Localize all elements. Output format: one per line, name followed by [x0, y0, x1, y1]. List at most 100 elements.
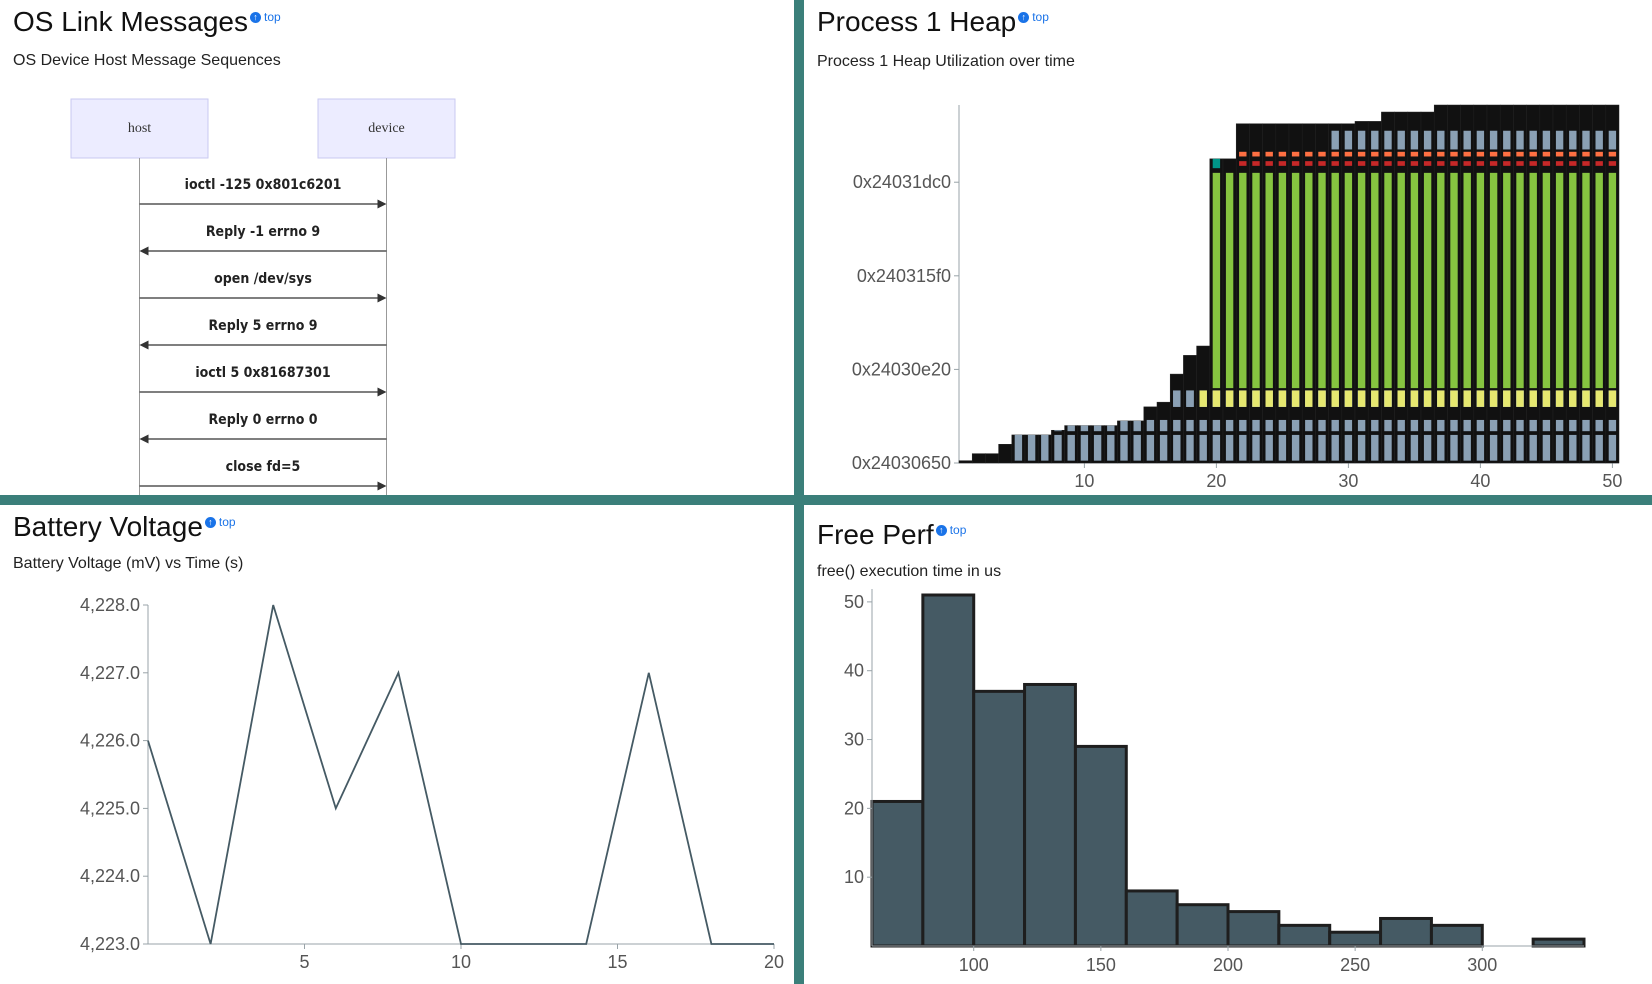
heap-block — [1305, 434, 1313, 461]
histogram-bar — [1175, 903, 1230, 948]
heap-block — [1476, 151, 1485, 157]
heap-block — [1357, 172, 1366, 389]
heap-block — [1529, 151, 1537, 157]
x-tick-label: 150 — [1086, 955, 1116, 975]
heap-block — [1225, 390, 1234, 407]
heap-block — [1225, 172, 1234, 389]
heap-block — [1159, 434, 1168, 461]
heap-block — [1318, 151, 1326, 157]
heap-block — [1371, 161, 1379, 166]
heap-block — [1212, 172, 1221, 389]
heap-block — [1278, 172, 1287, 389]
heap-block — [1608, 172, 1617, 389]
arrow-left-icon — [139, 434, 149, 444]
heap-block — [1516, 172, 1524, 389]
y-tick-label: 4,225.0 — [80, 798, 140, 818]
heap-block — [1239, 172, 1247, 389]
heap-block — [1120, 420, 1128, 432]
heap-block — [1582, 434, 1590, 461]
battery-top-link[interactable]: ↑ top — [204, 514, 236, 529]
arrow-up-icon: ↑ — [250, 12, 261, 23]
histogram-bar — [1429, 923, 1484, 948]
heap-block — [1225, 419, 1234, 432]
heap-block — [1423, 390, 1432, 407]
y-tick-label: 0x24030e20 — [852, 359, 951, 379]
actor-box-device — [317, 98, 456, 159]
heap-block — [1318, 419, 1326, 432]
heap-block — [1199, 434, 1207, 461]
heap-block — [1239, 161, 1247, 166]
arrow-up-icon: ↑ — [204, 517, 216, 528]
free-perf-top-link[interactable]: ↑ top — [935, 522, 967, 537]
heap-block — [1357, 434, 1366, 461]
x-tick-label: 5 — [299, 952, 309, 972]
heap-block — [1344, 434, 1353, 461]
heap-chart: 0x24030650 0x24030e20 0x240315f0 0x24031dc0… — [852, 104, 1622, 491]
heap-block — [1529, 130, 1537, 150]
heap-block — [1384, 390, 1392, 407]
heap-block — [1410, 434, 1419, 461]
heap-top-link[interactable]: ↑ top — [1018, 10, 1049, 24]
heap-block — [1054, 430, 1062, 432]
top-link-label: top — [264, 9, 281, 24]
heap-block — [1384, 419, 1392, 432]
heap-block — [1595, 161, 1603, 166]
heap-block — [1212, 390, 1221, 407]
heap-block — [1371, 390, 1379, 407]
heap-block — [1555, 390, 1564, 407]
heap-block — [1212, 419, 1221, 432]
heap-block — [1516, 419, 1524, 432]
heap-block — [1542, 434, 1551, 461]
x-tick-label: 20 — [1206, 471, 1226, 491]
heap-block — [1252, 161, 1260, 166]
heap-block — [1423, 434, 1432, 461]
heap-block — [1054, 434, 1062, 461]
heap-block — [1252, 419, 1260, 432]
top-link-label: top — [949, 522, 967, 537]
heap-block — [1516, 434, 1524, 461]
heap-block — [1371, 434, 1379, 461]
os-link-top-link[interactable]: ↑ top — [250, 10, 281, 24]
heap-block — [1582, 151, 1590, 157]
heap-block — [1476, 130, 1485, 150]
heap-block — [1489, 172, 1498, 389]
arrow-right-icon — [377, 199, 387, 209]
x-tick-label: 30 — [1338, 471, 1358, 491]
heap-block — [1503, 172, 1511, 389]
heap-block — [1489, 419, 1498, 432]
heap-block — [1318, 390, 1326, 407]
heap-block — [1344, 390, 1353, 407]
heap-block — [1489, 151, 1498, 157]
heap-block — [1450, 151, 1458, 157]
heap-block — [1463, 419, 1471, 432]
heap-block — [1423, 130, 1432, 150]
heap-block — [1331, 419, 1339, 432]
heap-block — [1503, 151, 1511, 157]
heap-block — [1186, 390, 1194, 407]
heap-block — [1410, 419, 1419, 432]
heap-block — [1397, 172, 1405, 389]
heap-block — [1595, 130, 1603, 150]
x-tick-label: 10 — [1074, 471, 1094, 491]
heap-block — [1529, 390, 1537, 407]
heap-block — [1569, 434, 1577, 461]
heap-block — [1357, 390, 1366, 407]
top-link-label: top — [218, 514, 236, 529]
x-tick-label: 10 — [451, 952, 471, 972]
heap-block — [1278, 419, 1287, 432]
heap-block — [1291, 161, 1300, 166]
heap-block — [1608, 390, 1617, 407]
message-label: ioctl -125 0x801c6201 — [185, 177, 342, 193]
os-link-subtitle: OS Device Host Message Sequences — [13, 52, 281, 69]
heap-block — [1344, 130, 1353, 150]
histogram-bar — [1531, 937, 1586, 948]
heap-block — [1463, 434, 1471, 461]
heap-block — [1503, 419, 1511, 432]
heap-block — [1463, 151, 1471, 157]
x-tick-label: 15 — [607, 952, 627, 972]
os-link-title: OS Link Messages ↑ top — [13, 6, 281, 38]
heap-block — [1318, 172, 1326, 389]
heap-block — [1608, 161, 1617, 166]
heap-block — [1450, 130, 1458, 150]
x-tick-label: 40 — [1470, 471, 1490, 491]
